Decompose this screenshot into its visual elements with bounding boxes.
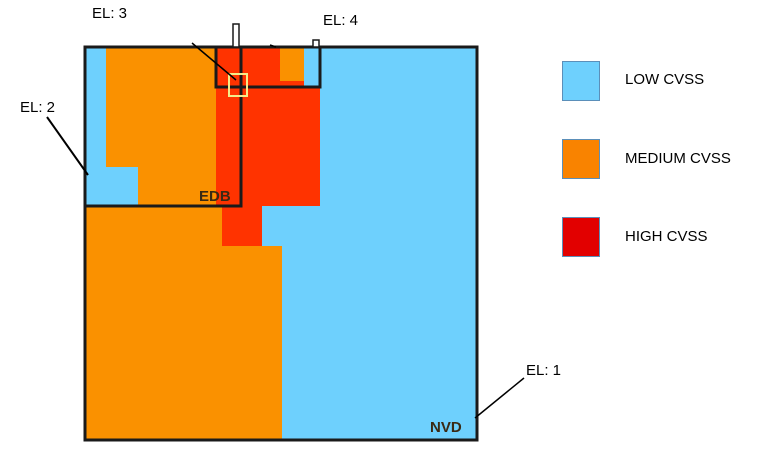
edb-high-area: [216, 47, 241, 206]
legend-swatch-medium: [562, 139, 600, 179]
legend-label-high: HIGH CVSS: [625, 228, 708, 245]
el3-leader: [191, 42, 237, 81]
el4-label: EL: 4: [323, 12, 359, 29]
edb-border: [83, 45, 243, 208]
legend-swatch-low: [562, 61, 600, 101]
el4-low-area: [304, 47, 320, 87]
el3-tab: [232, 23, 240, 48]
el2-leader: [46, 116, 89, 176]
edb-low-left: [85, 47, 106, 206]
nvd-label: NVD: [430, 419, 462, 436]
el1-leader: [474, 377, 525, 419]
edb-region[interactable]: [85, 47, 241, 206]
legend-label-medium: MEDIUM CVSS: [625, 150, 731, 167]
nvd-medium-area: [85, 206, 282, 440]
legend-swatch-high: [562, 217, 600, 257]
legend-label-low: LOW CVSS: [625, 71, 705, 88]
el4-medium-area: [280, 47, 304, 81]
edb-medium-area: [106, 47, 241, 206]
nvd-low-inset: [262, 47, 477, 246]
el4-border: [214, 45, 322, 89]
edb-label: EDB: [199, 188, 231, 205]
edb-low-bottom: [85, 167, 138, 206]
el4-region[interactable]: [280, 47, 320, 87]
el3-selection-box: [228, 73, 248, 97]
el3-label: EL: 3: [92, 5, 128, 22]
el4-tick: [269, 44, 277, 48]
el2-label: EL: 2: [20, 99, 56, 116]
el1-label: EL: 1: [526, 362, 562, 379]
el4-tab: [312, 39, 320, 48]
